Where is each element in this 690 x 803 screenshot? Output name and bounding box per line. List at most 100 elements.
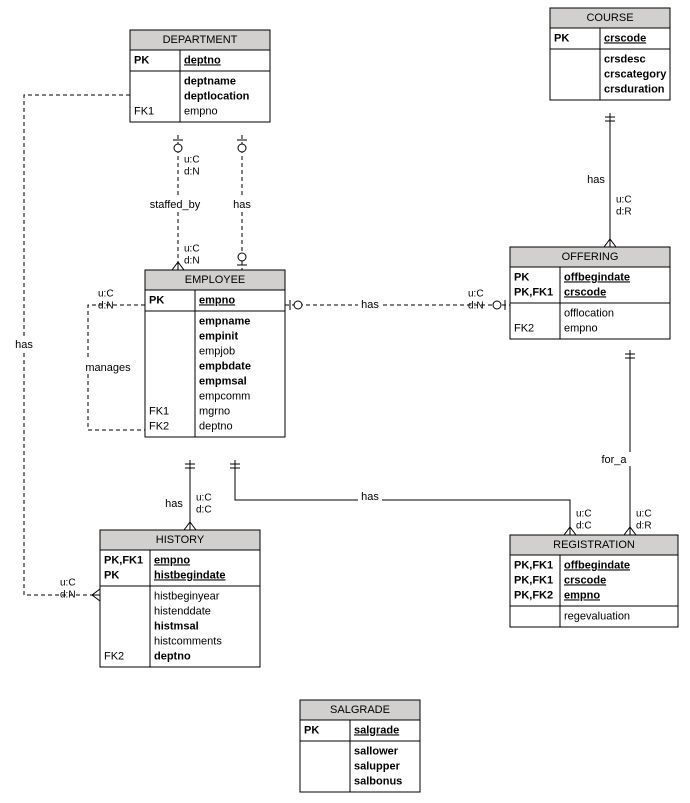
pk-label: PK bbox=[149, 294, 164, 306]
svg-text:has: has bbox=[165, 498, 183, 510]
svg-text:d:N: d:N bbox=[184, 167, 200, 178]
entity-title: SALGRADE bbox=[330, 704, 390, 716]
attr: salupper bbox=[354, 760, 401, 772]
attr: histcomments bbox=[154, 635, 222, 647]
pk-label: PK bbox=[554, 32, 569, 44]
attr: empbdate bbox=[199, 360, 251, 372]
attr: crsduration bbox=[604, 83, 665, 95]
svg-text:has: has bbox=[587, 174, 605, 186]
svg-text:has: has bbox=[233, 199, 251, 211]
pk-label: PK,FK1 bbox=[514, 574, 553, 586]
pk-label: PK,FK1 bbox=[104, 554, 143, 566]
pk-label: PK bbox=[304, 724, 319, 736]
entity-title: EMPLOYEE bbox=[185, 274, 246, 286]
attr: deptno bbox=[199, 420, 233, 432]
svg-text:u:C: u:C bbox=[98, 289, 114, 300]
svg-text:u:C: u:C bbox=[636, 509, 652, 520]
svg-text:d:N: d:N bbox=[60, 590, 76, 601]
pk-attr: deptno bbox=[184, 54, 221, 66]
attr: deptno bbox=[154, 650, 191, 662]
entity-department: DEPARTMENT PK deptno deptname deptlocation FK… bbox=[130, 30, 270, 122]
svg-text:d:N: d:N bbox=[184, 256, 200, 267]
entity-title: OFFERING bbox=[562, 251, 619, 263]
attr: empinit bbox=[199, 330, 238, 342]
attr: histbeginyear bbox=[154, 590, 220, 602]
attr: offlocation bbox=[564, 307, 614, 319]
svg-text:d:N: d:N bbox=[98, 301, 114, 312]
attr: crscategory bbox=[604, 68, 667, 80]
attr: empjob bbox=[199, 345, 235, 357]
fk-label: FK1 bbox=[134, 105, 154, 117]
pk-attr: histbegindate bbox=[154, 569, 226, 581]
pk-attr: salgrade bbox=[354, 724, 399, 736]
entity-title: COURSE bbox=[586, 12, 633, 24]
rel-has_dept_emp: has bbox=[230, 135, 254, 270]
entity-course: COURSE PK crscode crsdesc crscategory crsdura… bbox=[550, 8, 670, 100]
svg-text:has: has bbox=[361, 299, 379, 311]
attr: empno bbox=[564, 322, 598, 334]
pk-attr: crscode bbox=[604, 32, 646, 44]
svg-text:d:C: d:C bbox=[576, 521, 592, 532]
fk-label: FK2 bbox=[149, 420, 169, 432]
attr: empname bbox=[199, 315, 250, 327]
rel-has_course_off: has u:Cd:R bbox=[584, 113, 632, 247]
rel-has_dept_hist: hasu:Cd:N bbox=[12, 90, 138, 601]
attr: crsdesc bbox=[604, 53, 646, 65]
attr: empcomm bbox=[199, 390, 250, 402]
attr: mgrno bbox=[199, 405, 230, 417]
entity-offering: OFFERING PK offbegindate PK,FK1 crscode offlo… bbox=[510, 247, 670, 339]
svg-text:d:C: d:C bbox=[196, 505, 212, 516]
pk-attr: offbegindate bbox=[564, 271, 630, 283]
rel-staffed_by: staffed_byu:Cd:Nu:Cd:N bbox=[142, 135, 208, 270]
svg-text:d:N: d:N bbox=[468, 301, 484, 312]
pk-label: PK,FK1 bbox=[514, 559, 553, 571]
rel-has_emp_hist: has u:Cd:C bbox=[162, 460, 212, 530]
entity-title: DEPARTMENT bbox=[163, 34, 238, 46]
rel-for_a: for_a u:Cd:R bbox=[596, 350, 652, 535]
svg-text:has: has bbox=[361, 491, 379, 503]
svg-text:u:C: u:C bbox=[60, 578, 76, 589]
svg-text:u:C: u:C bbox=[196, 493, 212, 504]
pk-attr: empno bbox=[199, 294, 235, 306]
svg-text:staffed_by: staffed_by bbox=[150, 199, 201, 211]
pk-attr: offbegindate bbox=[564, 559, 630, 571]
pk-label: PK bbox=[104, 569, 119, 581]
entity-registration: REGISTRATIONPK,FK1offbegindatePK,FK1crsc… bbox=[510, 535, 678, 627]
pk-label: PK,FK1 bbox=[514, 286, 553, 298]
svg-text:u:C: u:C bbox=[184, 155, 200, 166]
rel-has_emp_off: has u:Cd:N bbox=[285, 289, 510, 312]
fk-label: FK1 bbox=[149, 405, 169, 417]
attr: sallower bbox=[354, 745, 399, 757]
entity-history: HISTORY PK,FK1 empno PK histbegindate histbeg… bbox=[100, 530, 260, 667]
pk-label: PK,FK2 bbox=[514, 589, 553, 601]
attr: empno bbox=[184, 105, 218, 117]
attr: histenddate bbox=[154, 605, 211, 617]
svg-text:u:C: u:C bbox=[616, 195, 632, 206]
svg-text:d:R: d:R bbox=[616, 207, 632, 218]
svg-text:has: has bbox=[15, 339, 33, 351]
attr: regevaluation bbox=[564, 610, 630, 622]
entity-employee: EMPLOYEE PK empno empname empinit empjob empbd… bbox=[145, 270, 285, 437]
fk-label: FK2 bbox=[104, 650, 124, 662]
pk-label: PK bbox=[134, 54, 149, 66]
entity-title: REGISTRATION bbox=[553, 539, 635, 551]
pk-attr: crscode bbox=[564, 286, 606, 298]
erd-diagram: staffed_byu:Cd:Nu:Cd:Nhasmanagesu:Cd:Nha… bbox=[0, 0, 690, 803]
attr: salbonus bbox=[354, 775, 402, 787]
attr: deptlocation bbox=[184, 90, 250, 102]
svg-text:d:R: d:R bbox=[636, 521, 652, 532]
pk-label: PK bbox=[514, 271, 529, 283]
svg-text:u:C: u:C bbox=[468, 289, 484, 300]
rel-has_emp_reg: has u:Cd:C bbox=[230, 460, 592, 535]
svg-text:manages: manages bbox=[85, 362, 131, 374]
svg-text:for_a: for_a bbox=[601, 454, 627, 466]
svg-text:u:C: u:C bbox=[576, 509, 592, 520]
pk-attr: empno bbox=[154, 554, 190, 566]
pk-attr: crscode bbox=[564, 574, 606, 586]
entity-title: HISTORY bbox=[156, 534, 205, 546]
attr: empmsal bbox=[199, 375, 247, 387]
svg-text:u:C: u:C bbox=[184, 244, 200, 255]
pk-attr: empno bbox=[564, 589, 600, 601]
fk-label: FK2 bbox=[514, 322, 534, 334]
attr: deptname bbox=[184, 75, 236, 87]
